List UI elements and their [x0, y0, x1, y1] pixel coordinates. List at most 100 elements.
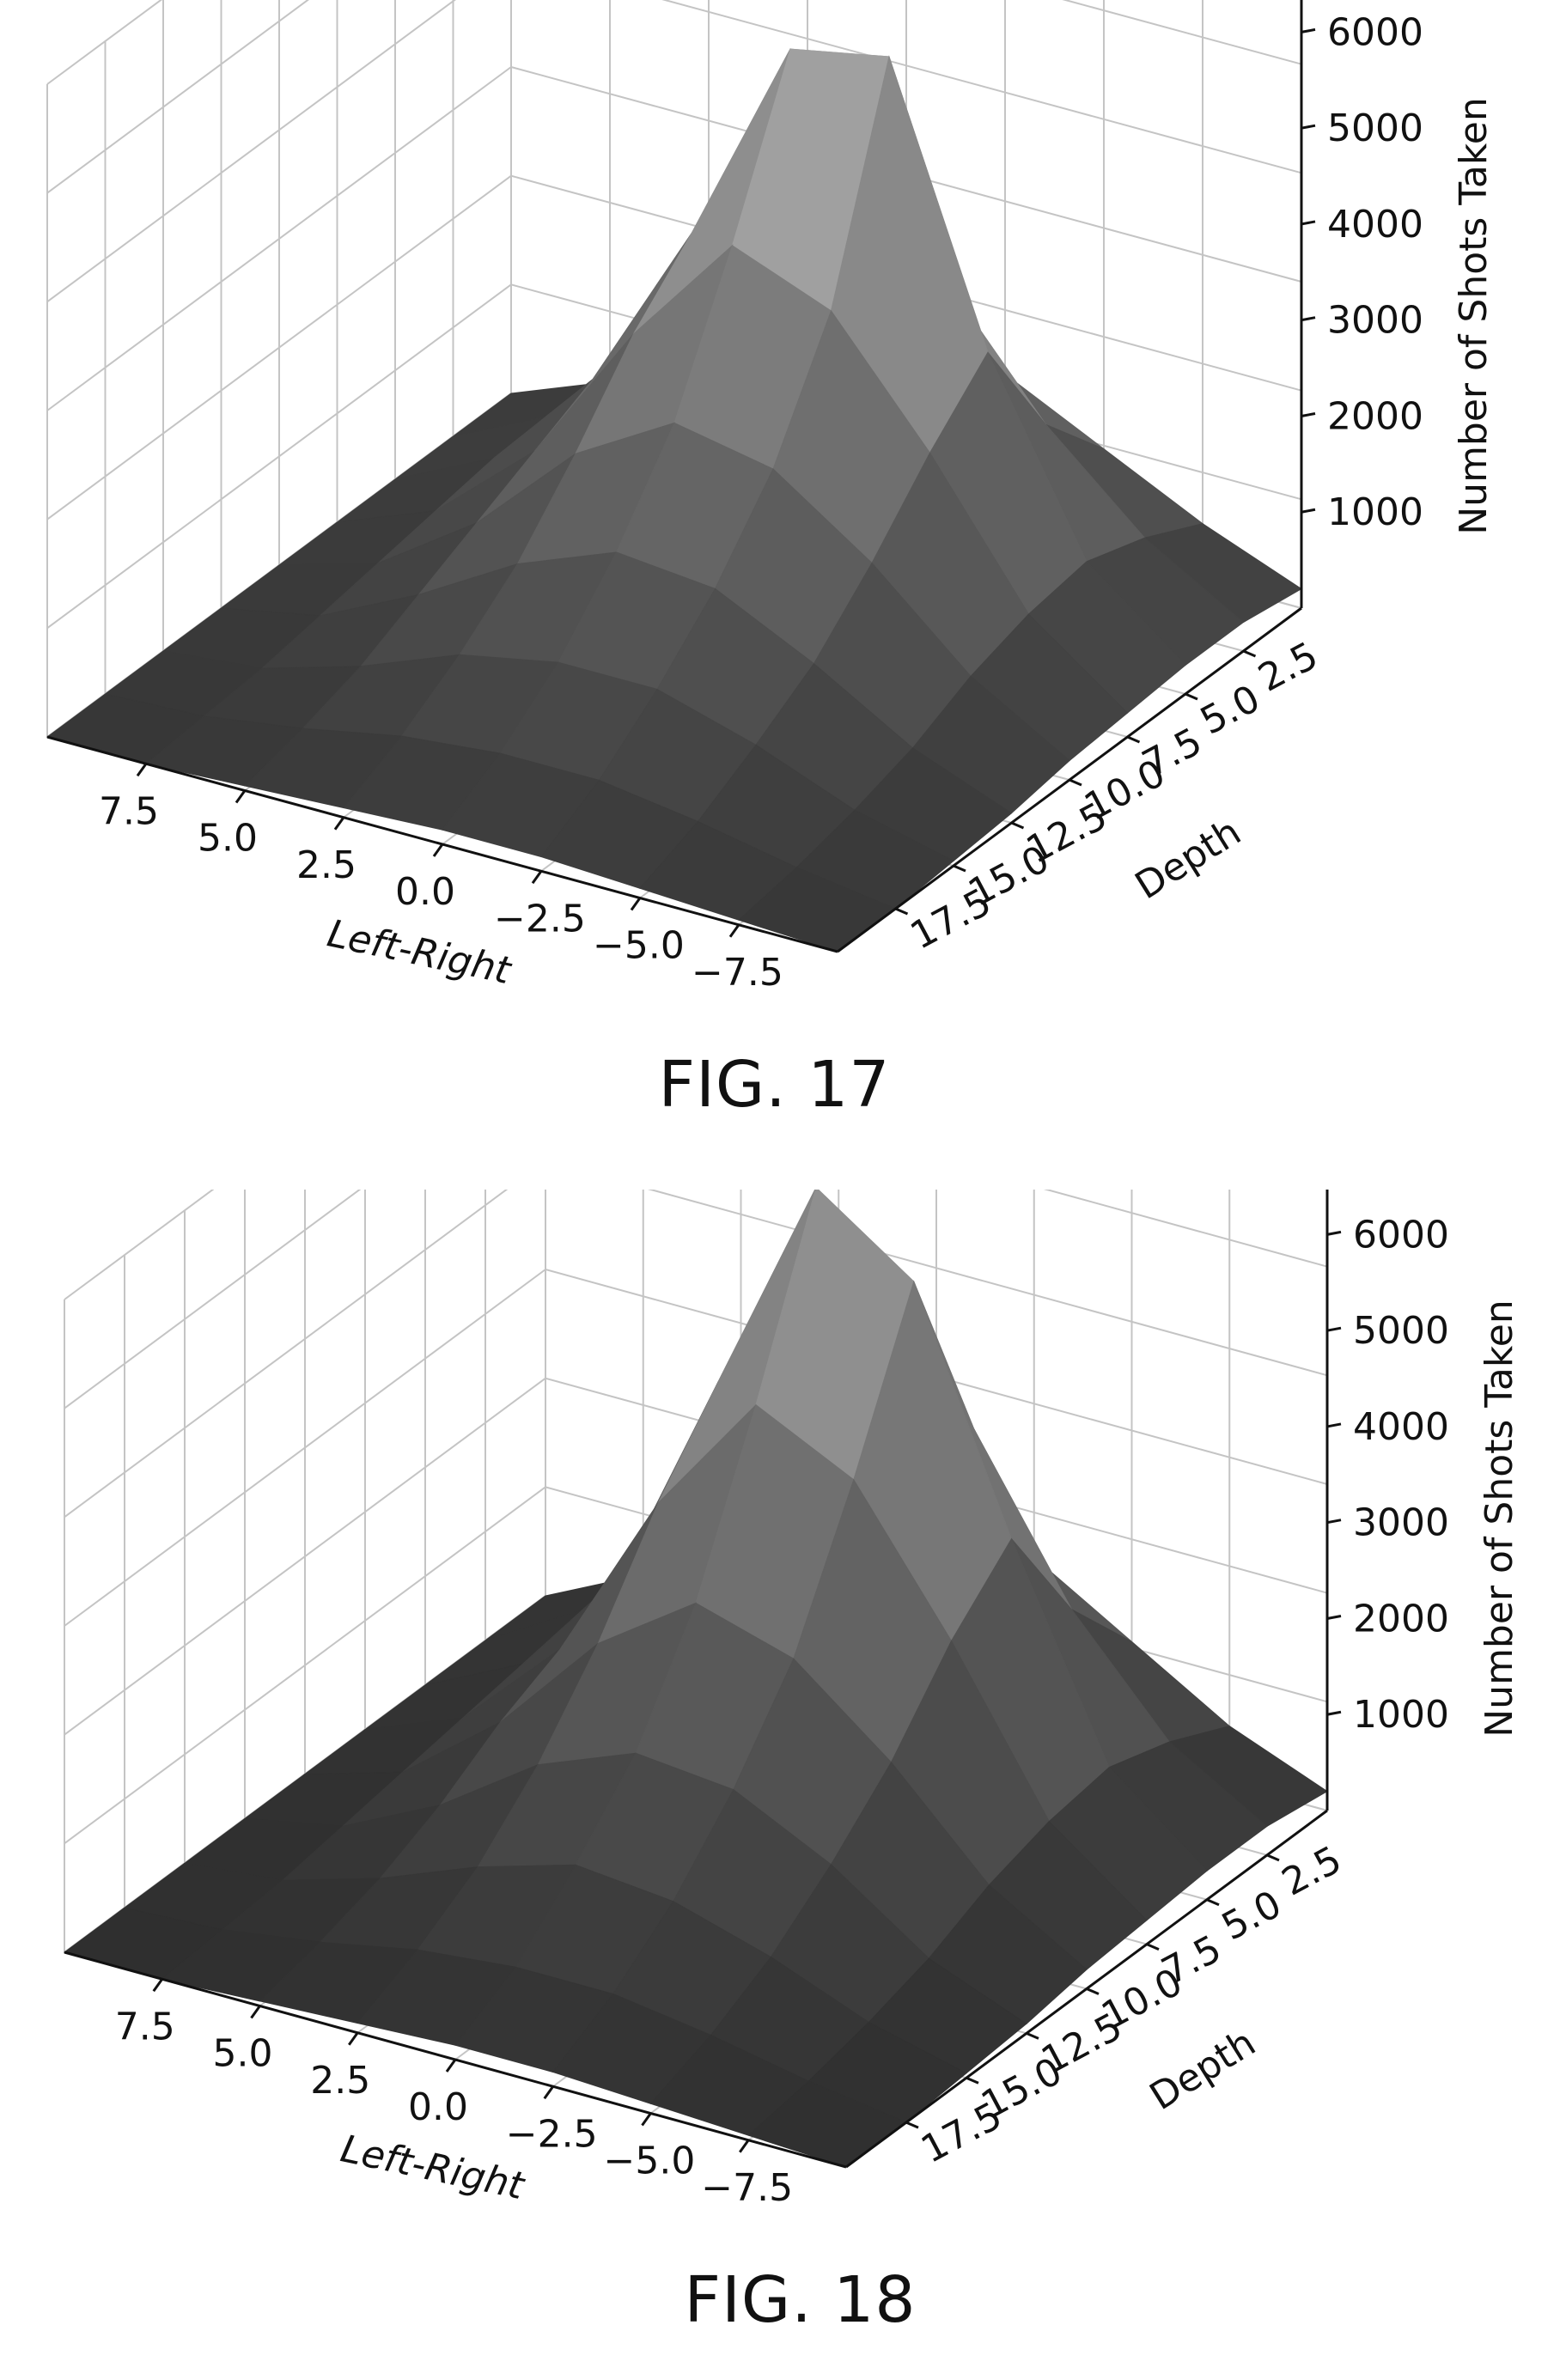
x-tick-label: −5.0: [593, 924, 685, 968]
x-tick: [641, 2112, 652, 2127]
surface: [63, 1190, 1328, 2168]
y-tick: [1242, 649, 1257, 658]
z-axis-label: Number of Shots Taken: [1452, 97, 1496, 534]
x-tick: [250, 2005, 261, 2019]
z-tick-label: 1000: [1353, 1693, 1449, 1737]
z-tick: [1301, 411, 1316, 417]
z-tick-label: 2000: [1327, 394, 1423, 438]
x-tick-label: −5.0: [604, 2140, 696, 2183]
z-tick: [1326, 1326, 1342, 1332]
grid-line: [46, 0, 309, 194]
surface: [46, 47, 1302, 953]
z-tick-label: 6000: [1353, 1213, 1449, 1257]
z-tick-label: 4000: [1327, 203, 1423, 247]
grid-line: [1043, 1190, 1328, 1268]
z-tick: [1301, 124, 1316, 130]
z-axis-label: Number of Shots Taken: [1478, 1300, 1521, 1737]
surface-chart-18: 7.55.02.50.0−2.5−5.0−7.52.55.07.510.012.…: [63, 1190, 1521, 2210]
z-tick-label: 2000: [1353, 1597, 1449, 1640]
chart-3d: 7.55.02.50.0−2.5−5.0−7.52.55.07.510.012.…: [63, 1190, 1521, 2210]
grid-line: [647, 1190, 1328, 1377]
grid-line: [64, 1190, 362, 1409]
y-tick: [905, 2121, 919, 2129]
figure-17: 7.5 5.0 2.5 0.0 −2.5 −5.0 −7.5 2.5 5.0 7.5 10.0 12.…: [46, 0, 1496, 1122]
grid-line: [64, 1377, 546, 1736]
x-tick: [333, 816, 345, 831]
x-tick: [728, 923, 740, 938]
z-tick-label: 5000: [1327, 107, 1423, 150]
z-tick-label: 6000: [1327, 10, 1423, 54]
x-tick-label: −2.5: [506, 2112, 598, 2156]
grid-line: [64, 1190, 509, 1519]
figure-18: 7.5 5.0 2.5 0.0 −2.5 −5.0 −7.5 2.5 5.0 7.5 10.0 12.…: [0, 1190, 1566, 2379]
y-tick: [953, 864, 966, 873]
chart-3d: 7.55.02.50.0−2.5−5.0−7.52.55.07.510.012.…: [46, 0, 1496, 995]
z-tick: [1301, 27, 1316, 33]
y-tick: [894, 907, 909, 916]
grid-line: [64, 1486, 546, 1845]
x-tick: [432, 843, 444, 857]
grid-line: [64, 1190, 215, 1300]
y-tick: [1146, 1943, 1160, 1951]
z-tick-label: 3000: [1353, 1501, 1449, 1545]
x-tick-label: 0.0: [408, 2085, 468, 2129]
grid-line: [46, 66, 512, 411]
grid-line: [1062, 0, 1302, 65]
grid-line: [64, 1269, 546, 1627]
x-tick-label: 0.0: [395, 870, 455, 914]
x-tick: [235, 789, 247, 804]
x-tick: [543, 2085, 554, 2100]
x-tick-label: 2.5: [296, 843, 356, 887]
y-axis-label: Depth: [1143, 2021, 1264, 2119]
x-tick: [630, 897, 642, 911]
x-tick-label: 5.0: [198, 817, 258, 861]
grid-line: [661, 0, 1302, 174]
x-tick: [152, 1978, 163, 1993]
figure-caption: FIG. 18: [684, 2263, 917, 2337]
z-tick-label: 5000: [1353, 1309, 1449, 1353]
y-tick: [1086, 1987, 1100, 1995]
z-tick-label: 4000: [1353, 1405, 1449, 1449]
x-tick: [348, 2031, 359, 2046]
z-tick: [1326, 1710, 1342, 1716]
x-tick-label: 7.5: [99, 789, 159, 833]
grid-line: [46, 0, 456, 303]
x-tick-label: 7.5: [115, 2005, 175, 2048]
y-tick: [1266, 1853, 1280, 1862]
grid-line: [46, 174, 512, 520]
z-tick-label: 1000: [1327, 490, 1423, 534]
y-tick: [1026, 2031, 1039, 2040]
z-tick: [1301, 508, 1316, 514]
x-tick-label: −7.5: [701, 2166, 793, 2210]
y-tick-label: 2.5: [1275, 1838, 1349, 1905]
y-tick: [1185, 692, 1198, 701]
figure-caption: FIG. 17: [658, 1048, 891, 1122]
y-tick: [966, 2076, 979, 2085]
x-tick: [531, 870, 543, 885]
y-axis-label: Depth: [1128, 810, 1249, 908]
y-tick-label: 5.0: [1193, 677, 1267, 744]
z-tick: [1326, 1519, 1342, 1525]
y-tick: [1010, 821, 1025, 830]
surface-chart-17: 7.55.02.50.0−2.5−5.0−7.52.55.07.510.012.…: [46, 0, 1496, 995]
x-tick-label: −2.5: [494, 897, 586, 940]
y-tick: [1069, 778, 1082, 787]
x-tick: [739, 2139, 750, 2153]
grid-line: [46, 0, 162, 85]
z-tick: [1326, 1614, 1342, 1620]
y-tick-label: 5.0: [1215, 1883, 1289, 1950]
x-tick: [445, 2059, 457, 2073]
x-tick: [136, 763, 148, 777]
y-tick: [1126, 735, 1141, 744]
grid-line: [46, 283, 512, 630]
z-tick: [1326, 1422, 1342, 1428]
z-tick-label: 3000: [1327, 299, 1423, 343]
x-tick-label: −7.5: [692, 951, 783, 995]
y-tick: [1206, 1898, 1220, 1907]
x-axis-label: Left-Right: [324, 911, 516, 993]
x-axis-label: Left-Right: [337, 2127, 529, 2208]
z-tick: [1326, 1230, 1342, 1236]
x-tick-label: 2.5: [310, 2059, 370, 2103]
z-tick: [1301, 220, 1316, 226]
y-tick-label: 2.5: [1252, 634, 1325, 701]
